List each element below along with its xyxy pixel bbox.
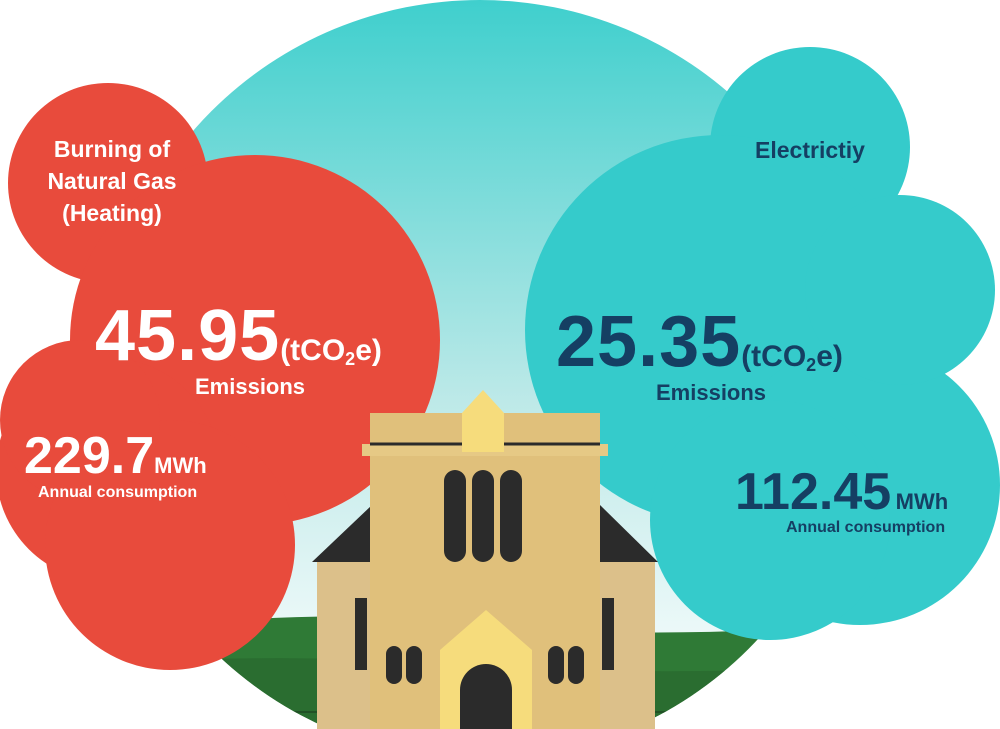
- electricity-emissions-value: 25.35: [556, 302, 742, 382]
- gas-heading-line3: (Heating): [62, 200, 162, 226]
- gas-cloud: [0, 83, 440, 670]
- electricity-emissions-unit: (tCO2e): [741, 340, 843, 375]
- gas-emissions-value: 45.95: [95, 296, 281, 376]
- gas-heading-line2: Natural Gas: [47, 168, 177, 194]
- gas-emissions-unit: (tCO2e): [280, 334, 382, 369]
- gas-emissions: 45.95(tCO2e): [95, 300, 382, 372]
- gas-heading-line1: Burning of: [53, 136, 171, 162]
- gas-consumption-value: 229.7: [24, 427, 155, 485]
- electricity-consumption-unit: MWh: [895, 489, 949, 514]
- church-building-icon: [312, 390, 658, 729]
- electricity-emissions-label: Emissions: [656, 380, 767, 405]
- gas-consumption: 229.7MWh: [24, 430, 207, 482]
- electricity-consumption-label: Annual consumption: [786, 519, 946, 536]
- gas-emissions-label: Emissions: [195, 374, 306, 399]
- electricity-consumption-value: 112.45: [735, 463, 892, 521]
- gas-heading: Burning of Natural Gas (Heating): [22, 133, 202, 229]
- gas-consumption-unit: MWh: [154, 453, 207, 478]
- electricity-consumption: 112.45 MWh: [735, 466, 948, 518]
- electricity-emissions: 25.35(tCO2e): [556, 306, 843, 378]
- gas-consumption-label: Annual consumption: [38, 484, 198, 501]
- electricity-heading: Electrictiy: [755, 137, 865, 163]
- electricity-cloud: [525, 47, 1000, 640]
